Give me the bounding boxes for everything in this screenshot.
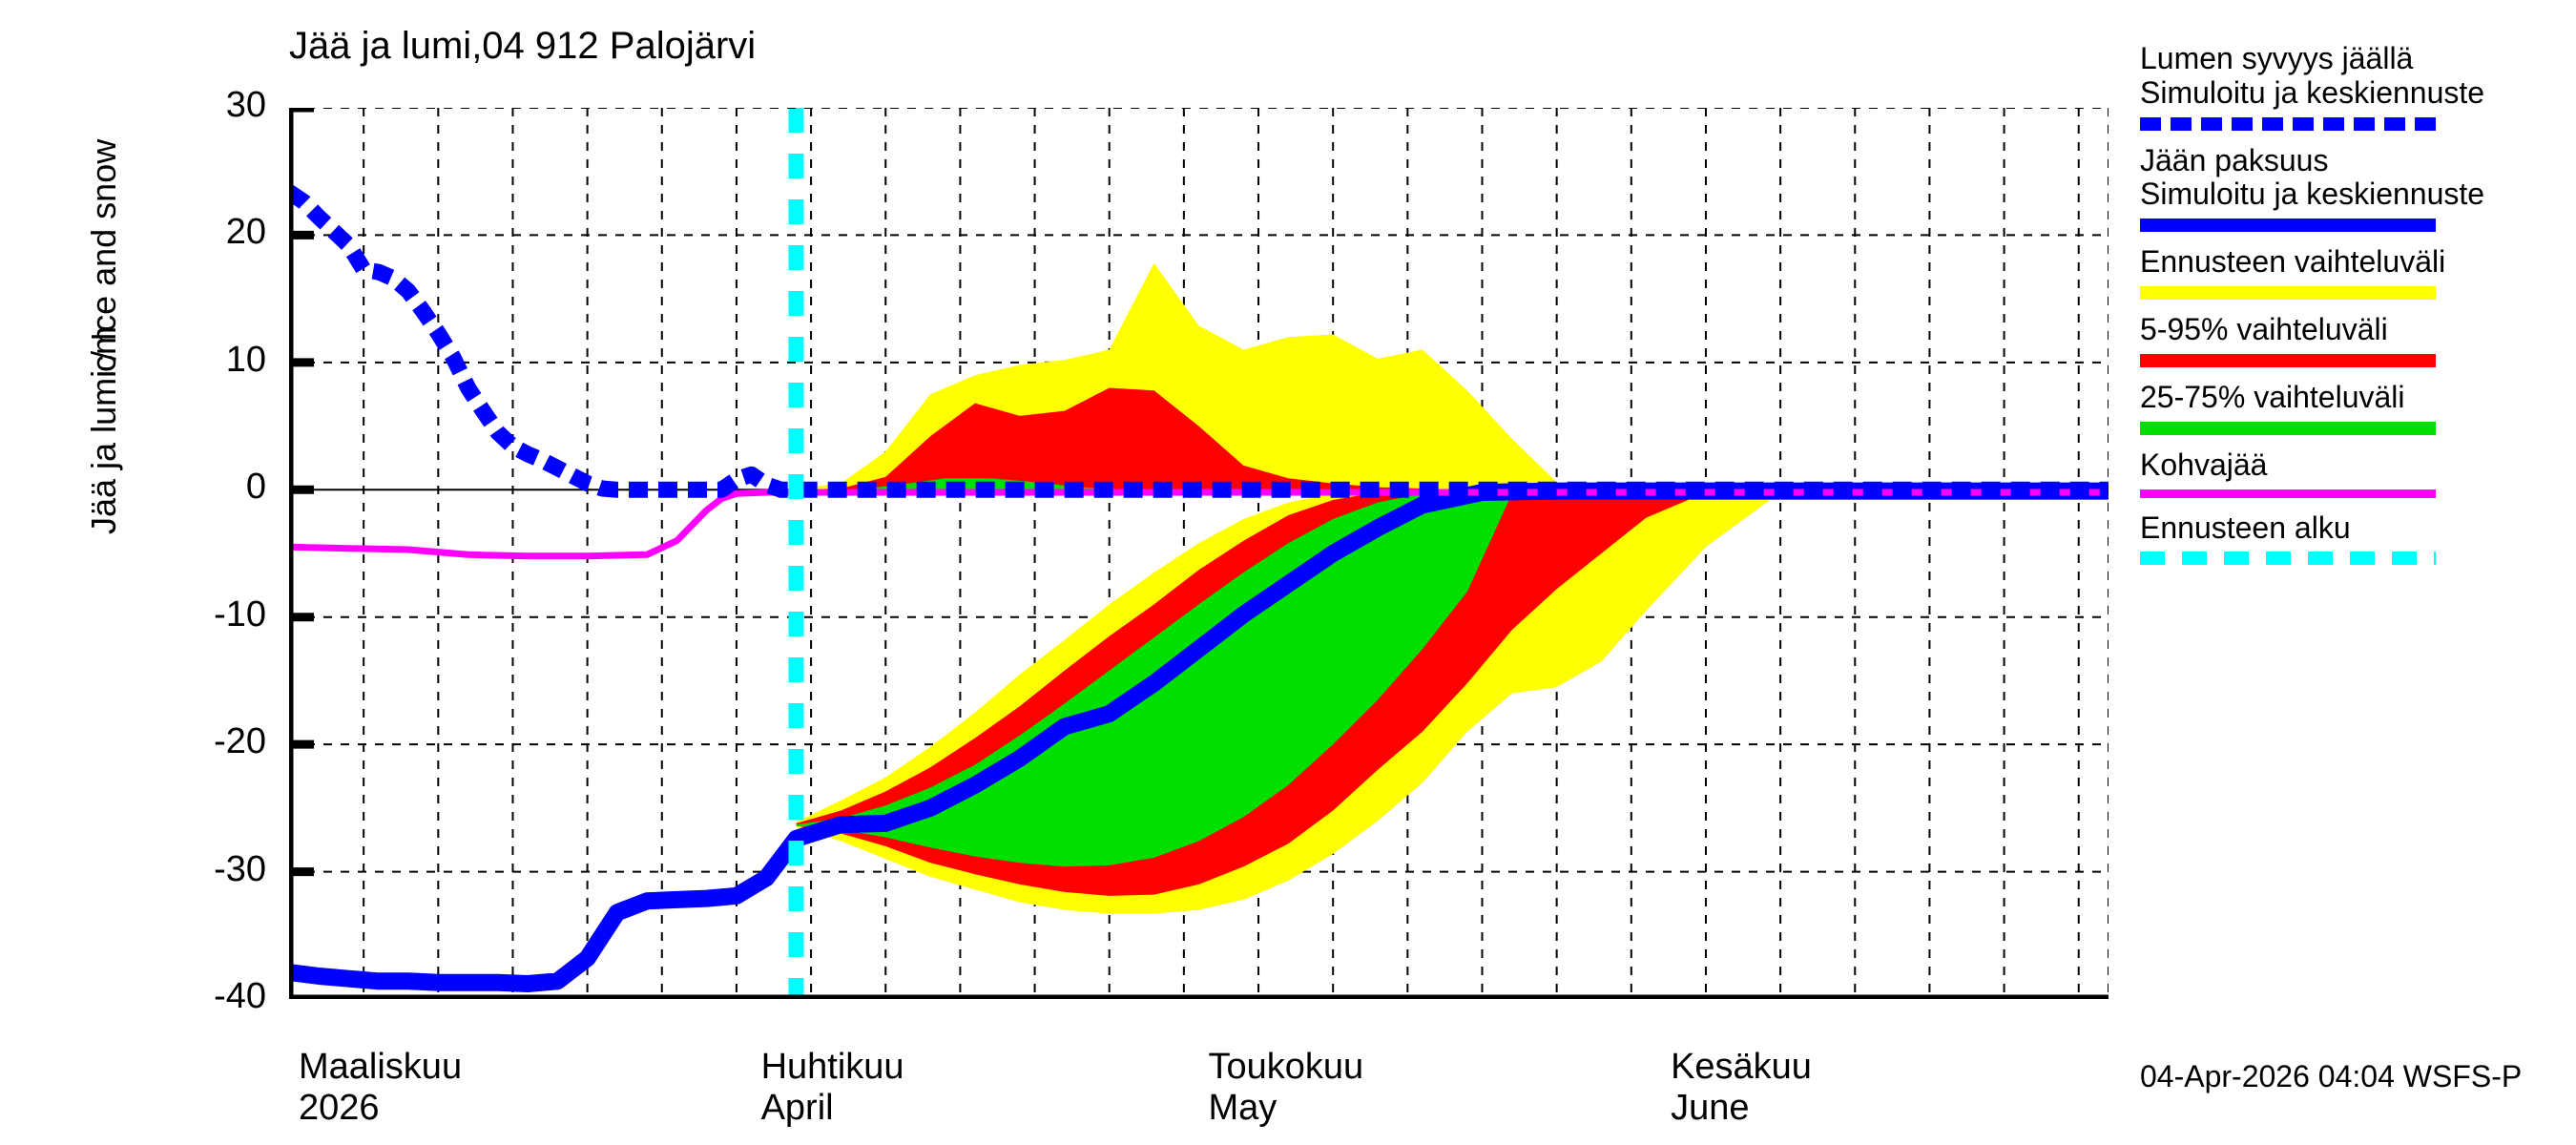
legend-swatch xyxy=(2140,421,2436,435)
plot-svg xyxy=(289,108,2109,999)
snow-depth-line xyxy=(289,185,2109,498)
plot-area xyxy=(289,108,2109,999)
y-axis-tick-value: 30 xyxy=(225,85,266,125)
x-axis-month-label: Toukokuu May xyxy=(1209,1047,1364,1128)
legend-swatch xyxy=(2140,353,2436,367)
legend-item[interactable]: Ennusteen vaihteluväli xyxy=(2140,244,2569,301)
legend-swatch xyxy=(2140,116,2436,131)
x-axis-month-fi: Kesäkuu xyxy=(1671,1047,1812,1087)
legend-item[interactable]: Lumen syvyys jäällä Simuloitu ja keskienn… xyxy=(2140,41,2569,131)
x-axis-month-fi: Huhtikuu xyxy=(760,1047,904,1087)
chart-legend: Lumen syvyys jäällä Simuloitu ja keskienn… xyxy=(2140,41,2569,578)
y-axis-unit: cm xyxy=(84,326,123,372)
legend-swatch xyxy=(2140,219,2436,233)
legend-item-label: Lumen syvyys jäällä xyxy=(2140,41,2414,75)
y-axis-tick-value: -20 xyxy=(214,721,266,762)
x-axis-month-label: Maaliskuu 2026 xyxy=(299,1047,462,1128)
y-axis-tick-value: 0 xyxy=(245,467,266,508)
legend-item-label: 5-95% vaihteluväli xyxy=(2140,312,2388,347)
legend-item-label: Kohvajää xyxy=(2140,447,2268,482)
x-axis-month-label: Huhtikuu April xyxy=(761,1047,904,1128)
legend-item[interactable]: 5-95% vaihteluväli xyxy=(2140,312,2569,367)
footer-timestamp: 04-Apr-2026 04:04 WSFS-P xyxy=(2140,1059,2523,1093)
x-axis-month-en: May xyxy=(1208,1087,1278,1128)
legend-item-label: Ennusteen alku xyxy=(2140,510,2351,545)
legend-item[interactable]: Jään paksuus Simuloitu ja keskiennuste xyxy=(2140,142,2569,233)
legend-swatch xyxy=(2140,489,2436,498)
x-axis-month-fi: Maaliskuu xyxy=(299,1047,463,1087)
x-axis-month-label: Kesäkuu June xyxy=(1671,1047,1812,1128)
forecast-band xyxy=(796,387,1512,490)
legend-item-sublabel: Simuloitu ja keskiennuste xyxy=(2140,177,2485,212)
legend-item[interactable]: Kohvajää xyxy=(2140,448,2569,498)
y-axis-tick-value: -10 xyxy=(214,593,266,635)
ice-thickness-line xyxy=(289,482,2109,992)
x-axis-month-fi: Toukokuu xyxy=(1208,1047,1364,1087)
legend-item-sublabel: Simuloitu ja keskiennuste xyxy=(2140,74,2485,110)
y-axis-tick-value: 10 xyxy=(225,339,266,380)
x-axis-month-en: April xyxy=(760,1087,834,1128)
y-axis-tick-value: 20 xyxy=(225,212,266,253)
legend-item-label: Jään paksuus xyxy=(2140,142,2329,177)
legend-item-label: 25-75% vaihteluväli xyxy=(2140,379,2405,414)
x-axis-month-en: June xyxy=(1671,1087,1750,1128)
y-axis-tick-value: -30 xyxy=(214,848,266,889)
chart-title: Jää ja lumi,04 912 Palojärvi xyxy=(289,25,757,67)
y-axis-tick-value: -40 xyxy=(214,976,266,1016)
x-axis-month-en: 2026 xyxy=(299,1087,380,1128)
legend-swatch xyxy=(2140,286,2436,301)
legend-item-label: Ennusteen vaihteluväli xyxy=(2140,244,2446,280)
legend-swatch xyxy=(2140,552,2436,566)
legend-item[interactable]: Ennusteen alku xyxy=(2140,510,2569,566)
legend-item[interactable]: 25-75% vaihteluväli xyxy=(2140,379,2569,435)
